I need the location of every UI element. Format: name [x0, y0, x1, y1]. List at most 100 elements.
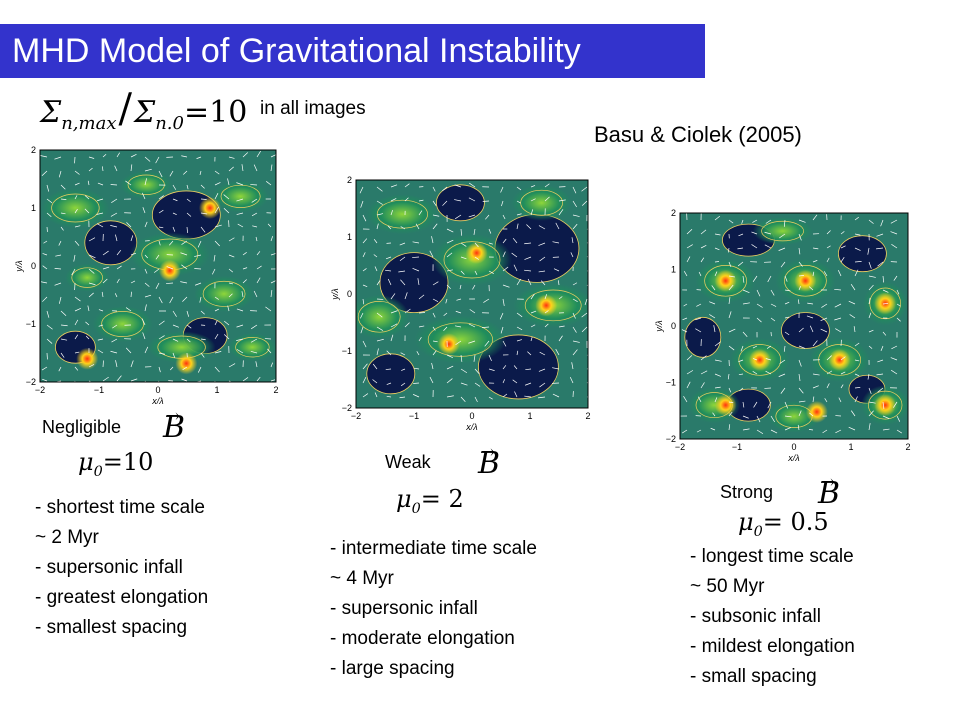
velocity-vector	[516, 278, 521, 286]
b-field-symbol: → B	[163, 406, 186, 445]
velocity-vector	[144, 282, 150, 287]
velocity-vector	[474, 396, 478, 403]
velocity-vector	[783, 345, 786, 352]
velocity-vector	[686, 228, 693, 235]
velocity-vector	[544, 183, 550, 188]
velocity-vector	[98, 309, 104, 312]
vector-arrow-icon: →	[480, 442, 496, 463]
density-contour	[868, 390, 903, 420]
velocity-vector	[214, 240, 220, 247]
velocity-vector	[756, 415, 761, 423]
velocity-vector	[236, 198, 244, 202]
velocity-vector	[727, 373, 730, 380]
velocity-vector	[46, 212, 52, 218]
x-tick-label: −2	[35, 385, 45, 395]
velocity-vector	[544, 294, 548, 300]
velocity-vector	[445, 298, 448, 304]
velocity-vector	[454, 214, 462, 220]
velocity-vector	[58, 240, 62, 246]
velocity-vector	[840, 384, 844, 389]
velocity-vector	[60, 310, 67, 316]
velocity-vector	[186, 226, 188, 233]
velocity-vector	[432, 214, 440, 217]
velocity-vector	[686, 244, 693, 249]
velocity-vector	[42, 265, 48, 270]
bullet-item: - greatest elongation	[35, 587, 209, 608]
velocity-vector	[270, 290, 273, 298]
velocity-vector	[214, 333, 219, 340]
velocity-vector	[516, 213, 522, 216]
velocity-vector	[180, 252, 188, 256]
velocity-vector	[255, 236, 258, 242]
velocity-vector	[144, 156, 151, 162]
velocity-vector	[54, 267, 62, 270]
velocity-vector	[514, 391, 518, 398]
velocity-vector	[868, 312, 872, 319]
velocity-vector	[413, 367, 420, 370]
velocity-vector	[501, 200, 504, 207]
velocity-vector	[251, 212, 258, 217]
velocity-vector	[141, 192, 146, 200]
velocity-vector	[474, 368, 480, 375]
velocity-vector	[455, 340, 462, 346]
velocity-vector	[742, 415, 749, 419]
velocity-vector	[214, 296, 219, 300]
velocity-vector	[116, 249, 122, 256]
velocity-vector	[236, 349, 244, 354]
velocity-vector	[227, 305, 230, 312]
velocity-vector	[584, 298, 588, 306]
velocity-vector	[158, 352, 165, 355]
velocity-vector	[446, 365, 454, 370]
velocity-vector	[700, 370, 708, 375]
density-void	[684, 316, 722, 358]
velocity-vector	[390, 210, 393, 216]
velocity-vector	[893, 401, 898, 408]
velocity-vector	[390, 198, 397, 202]
velocity-vector	[142, 207, 146, 214]
density-peak	[465, 241, 488, 264]
velocity-vector	[373, 238, 378, 244]
velocity-vector	[472, 284, 476, 290]
velocity-vector	[111, 338, 118, 343]
velocity-vector	[270, 280, 276, 284]
velocity-vector	[158, 226, 164, 229]
velocity-vector	[376, 186, 383, 192]
velocity-vector	[868, 284, 874, 291]
velocity-vector	[752, 370, 758, 375]
velocity-vector	[544, 323, 549, 328]
velocity-vector	[429, 376, 434, 384]
velocity-vector	[502, 284, 510, 288]
velocity-vector	[256, 251, 261, 256]
density-peak	[175, 352, 198, 375]
velocity-vector	[228, 254, 235, 258]
velocity-vector	[270, 236, 274, 242]
velocity-vector	[783, 219, 786, 227]
velocity-vector	[237, 223, 244, 228]
velocity-vector	[511, 252, 518, 258]
velocity-vector	[739, 387, 744, 392]
velocity-vector	[404, 308, 411, 314]
x-axis-label: x/λ	[787, 453, 799, 463]
velocity-vector	[374, 266, 378, 272]
velocity-vector	[469, 309, 476, 314]
velocity-vector	[181, 264, 188, 270]
velocity-vector	[752, 358, 758, 361]
velocity-vector	[770, 317, 776, 322]
field-label-strong: Strong	[720, 482, 774, 502]
velocity-vector	[85, 321, 90, 326]
velocity-vector	[502, 379, 506, 384]
velocity-vector	[214, 170, 220, 175]
velocity-vector	[572, 312, 576, 319]
velocity-vector	[516, 312, 523, 318]
velocity-vector	[376, 326, 384, 331]
velocity-vector	[784, 401, 789, 409]
velocity-vector	[530, 185, 536, 188]
velocity-vector	[530, 293, 535, 300]
velocity-vector	[555, 348, 560, 356]
velocity-vector	[882, 302, 889, 305]
velocity-vector	[840, 245, 846, 249]
velocity-vector	[362, 252, 366, 258]
velocity-vector	[111, 198, 118, 204]
velocity-vector	[376, 338, 384, 342]
velocity-vector	[468, 197, 476, 202]
